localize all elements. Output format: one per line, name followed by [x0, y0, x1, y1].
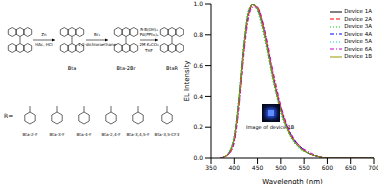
svg-text:EL Intensity: EL Intensity — [183, 60, 191, 101]
svg-text:350: 350 — [205, 164, 217, 171]
svg-text:0.8: 0.8 — [193, 31, 203, 38]
svg-text:600: 600 — [322, 164, 334, 171]
html-text:Device 2A: Device 2A — [344, 15, 372, 22]
svg-text:0.2: 0.2 — [193, 123, 203, 130]
svg-text:Bta-3,5-CF3: Bta-3,5-CF3 — [155, 132, 180, 137]
svg-text:Br₂: Br₂ — [94, 32, 100, 37]
svg-text:Bta-2Br: Bta-2Br — [117, 65, 137, 71]
svg-text:2M K₂CO₃: 2M K₂CO₃ — [139, 42, 158, 47]
svg-text:0.4: 0.4 — [193, 93, 203, 100]
html-text:Image of device 1B: Image of device 1B — [246, 124, 295, 130]
svg-text:Bta-2-F: Bta-2-F — [22, 132, 38, 137]
svg-text:HAc, HCl: HAc, HCl — [35, 42, 52, 47]
svg-text:R=: R= — [8, 112, 13, 119]
svg-text:Bta-3,4,5-F: Bta-3,4,5-F — [126, 132, 150, 137]
svg-text:450: 450 — [252, 164, 264, 171]
svg-text:0.0: 0.0 — [193, 154, 203, 161]
svg-text:Bta-2,4-F: Bta-2,4-F — [101, 132, 121, 137]
svg-text:Bta-3-F: Bta-3-F — [49, 132, 65, 137]
svg-text:1.0: 1.0 — [193, 0, 203, 7]
svg-text:400: 400 — [229, 164, 241, 171]
svg-text:1,2-dichloroethane: 1,2-dichloroethane — [78, 42, 116, 47]
svg-text:0.6: 0.6 — [193, 62, 203, 69]
svg-text:Zn: Zn — [41, 32, 47, 37]
svg-text:Wavelength (nm): Wavelength (nm) — [262, 178, 323, 184]
svg-text:BtaR: BtaR — [166, 65, 178, 71]
html-text:Device 6A: Device 6A — [344, 45, 372, 52]
svg-text:R-B(OH)₂: R-B(OH)₂ — [140, 27, 158, 32]
svg-text:550: 550 — [298, 164, 310, 171]
svg-text:700: 700 — [368, 164, 370, 171]
svg-text:500: 500 — [275, 164, 287, 171]
svg-text:THF: THF — [144, 48, 153, 53]
html-text:Device 1A: Device 1A — [344, 8, 372, 14]
svg-text:Bta-4-F: Bta-4-F — [76, 132, 92, 137]
html-text:Device 4A: Device 4A — [344, 30, 372, 37]
html-text:Device 5A: Device 5A — [344, 38, 372, 44]
svg-text:650: 650 — [345, 164, 357, 171]
html-text:Device 1B: Device 1B — [344, 53, 372, 59]
svg-text:Bta: Bta — [68, 65, 76, 71]
html-text:Device 3A: Device 3A — [344, 23, 372, 29]
svg-text:Pd(PPh₃)₄: Pd(PPh₃)₄ — [140, 32, 159, 37]
